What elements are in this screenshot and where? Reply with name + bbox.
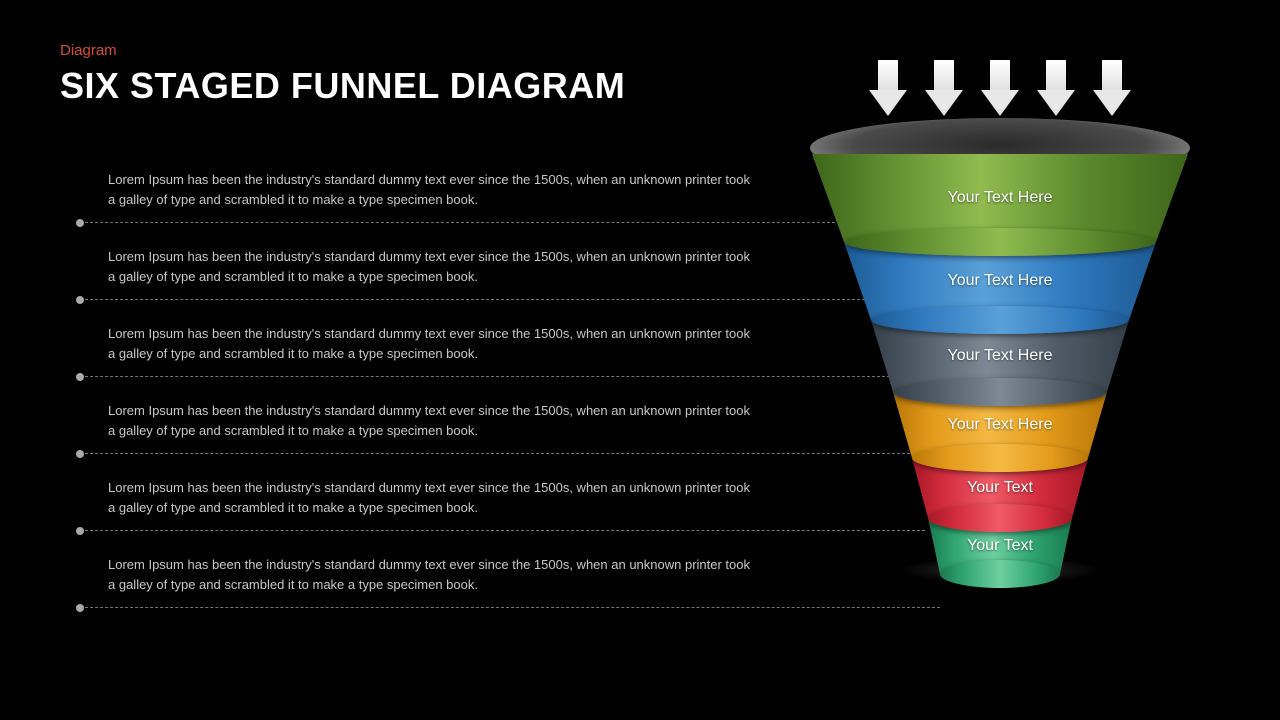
- stage-label: Your Text Here: [948, 416, 1053, 434]
- connector-dot: [76, 527, 84, 535]
- connector-dot: [76, 296, 84, 304]
- down-arrow-icon: [925, 60, 963, 120]
- connector-line: [80, 299, 870, 300]
- stage-bottom-curve: [940, 560, 1060, 588]
- description-text: Lorem Ipsum has been the industry's stan…: [108, 247, 760, 286]
- stage-label: Your Text Here: [948, 272, 1053, 290]
- stage-label: Your Text Here: [948, 189, 1053, 207]
- funnel-body: Your Text Here Your Text Here Your Text He…: [810, 118, 1190, 574]
- down-arrow-icon: [1037, 60, 1075, 120]
- stage-bottom-curve: [893, 378, 1107, 406]
- description-item: Lorem Ipsum has been the industry's stan…: [80, 170, 760, 209]
- stage-bottom-curve: [871, 306, 1129, 334]
- funnel-stages: Your Text Here Your Text Here Your Text He…: [810, 154, 1190, 574]
- connector-dot: [76, 604, 84, 612]
- stage-bottom-curve: [844, 228, 1156, 256]
- connector-dot: [76, 219, 84, 227]
- header: Diagram SIX STAGED FUNNEL DIAGRAM: [60, 42, 625, 107]
- funnel-stage: Your Text Here: [812, 154, 1188, 242]
- stage-bottom-curve: [912, 444, 1088, 472]
- connector-dot: [76, 373, 84, 381]
- description-text: Lorem Ipsum has been the industry's stan…: [108, 555, 760, 594]
- description-text: Lorem Ipsum has been the industry's stan…: [108, 170, 760, 209]
- description-text: Lorem Ipsum has been the industry's stan…: [108, 401, 760, 440]
- page-title: SIX STAGED FUNNEL DIAGRAM: [60, 65, 625, 107]
- description-item: Lorem Ipsum has been the industry's stan…: [80, 555, 760, 594]
- description-text: Lorem Ipsum has been the industry's stan…: [108, 478, 760, 517]
- funnel-diagram: Your Text Here Your Text Here Your Text He…: [800, 60, 1200, 700]
- description-text: Lorem Ipsum has been the industry's stan…: [108, 324, 760, 363]
- subtitle: Diagram: [60, 42, 625, 59]
- description-item: Lorem Ipsum has been the industry's stan…: [80, 324, 760, 363]
- description-item: Lorem Ipsum has been the industry's stan…: [80, 247, 760, 286]
- input-arrows: [869, 60, 1131, 120]
- stage-label: Your Text: [967, 479, 1033, 497]
- description-item: Lorem Ipsum has been the industry's stan…: [80, 478, 760, 517]
- down-arrow-icon: [869, 60, 907, 120]
- connector-line: [80, 376, 890, 377]
- connector-line: [80, 222, 840, 223]
- description-list: Lorem Ipsum has been the industry's stan…: [80, 170, 760, 632]
- stage-label: Your Text: [967, 537, 1033, 555]
- description-item: Lorem Ipsum has been the industry's stan…: [80, 401, 760, 440]
- down-arrow-icon: [981, 60, 1019, 120]
- down-arrow-icon: [1093, 60, 1131, 120]
- stage-label: Your Text Here: [948, 347, 1053, 365]
- connector-dot: [76, 450, 84, 458]
- connector-line: [80, 453, 910, 454]
- connector-line: [80, 530, 925, 531]
- stage-bottom-curve: [928, 504, 1072, 532]
